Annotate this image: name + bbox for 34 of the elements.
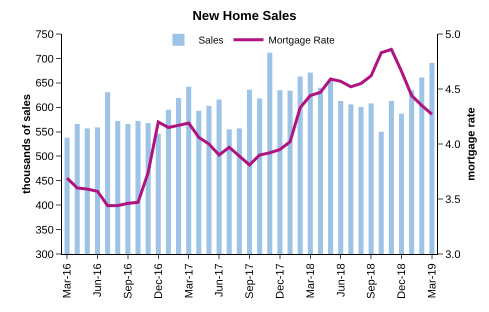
x-tick-label: Jun-17	[214, 263, 226, 298]
x-tick-label: Jun-16	[92, 263, 104, 298]
x-tick-label: Jun-18	[335, 263, 348, 298]
x-tick-label: Sep-18	[366, 263, 378, 299]
x-tick-label: Dec-18	[396, 263, 408, 299]
x-tick-label: Dec-17	[274, 263, 286, 299]
y-tick-label: 450	[35, 176, 54, 188]
y-tick-label: 700	[35, 53, 54, 66]
y-tick-label: 400	[35, 200, 54, 212]
y-tick-label: 350	[35, 224, 54, 236]
y2-tick-label: 5.0	[445, 28, 460, 41]
y-tick-label: 300	[35, 248, 54, 261]
y-tick-label: 550	[35, 126, 54, 139]
chart-title: New Home Sales	[192, 8, 297, 24]
x-tick-label: Sep-17	[244, 263, 256, 299]
x-tick-label: Mar-18	[304, 263, 317, 298]
x-tick-label: Mar-16	[62, 263, 74, 298]
legend-label: Mortgage Rate	[268, 36, 336, 47]
y-tick-label: 650	[35, 78, 54, 90]
x-tick-label: Mar-17	[183, 263, 196, 298]
x-tick-label: Dec-16	[152, 263, 165, 299]
legend-label: Sales	[198, 36, 224, 47]
y-axis-title: thousands of sales	[21, 94, 33, 194]
y2-tick-label: 3.0	[445, 248, 460, 261]
x-tick-label: Mar-19	[426, 263, 439, 298]
y-tick-label: 500	[35, 151, 54, 164]
x-tick-label: Sep-16	[122, 263, 134, 299]
y2-axis-title: mortgage rate	[466, 107, 478, 181]
line-series	[66, 48, 434, 208]
y-tick-label: 750	[35, 28, 54, 41]
y-tick-label: 600	[35, 102, 54, 114]
y2-tick-label: 4.0	[445, 138, 460, 151]
y2-tick-label: 4.5	[445, 84, 460, 96]
y2-tick-label: 3.5	[445, 194, 460, 206]
